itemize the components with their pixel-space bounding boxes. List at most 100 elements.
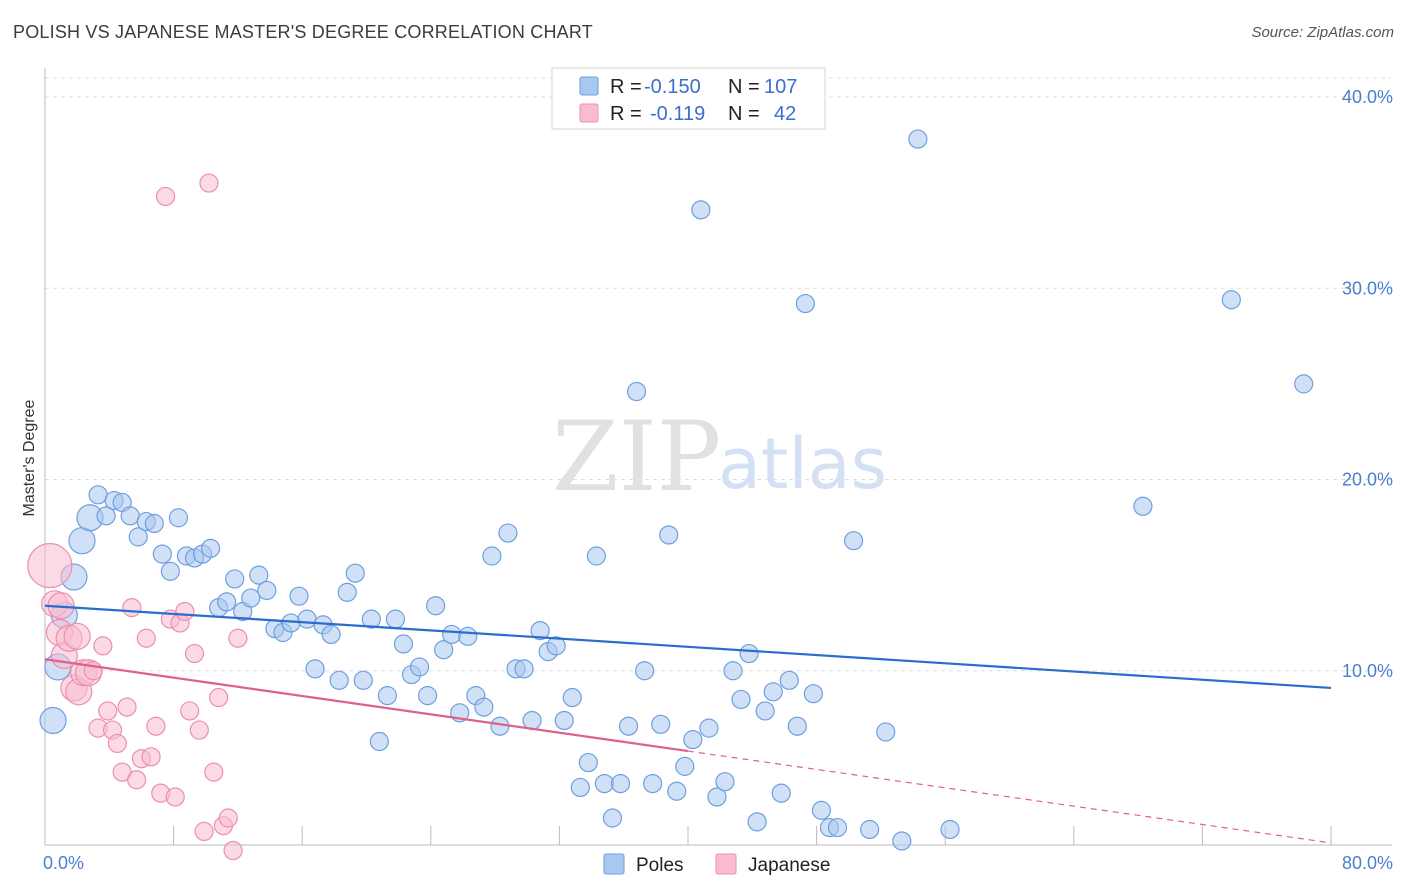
poles-point-71 <box>610 773 631 794</box>
poles-point-50 <box>442 624 462 645</box>
poles-point-66 <box>570 777 590 798</box>
legend-n-label-japanese: N = <box>728 103 760 125</box>
poles-point-89 <box>755 701 775 721</box>
poles-point-49 <box>434 640 454 660</box>
poles-point-0 <box>39 706 67 735</box>
japanese-point-35 <box>209 687 229 708</box>
poles-point-80 <box>683 729 703 750</box>
bottom-legend-swatch-japanese <box>715 853 737 875</box>
poles-point-79 <box>675 756 695 776</box>
poles-point-86 <box>731 689 751 710</box>
japanese-point-12 <box>98 701 118 721</box>
poles-point-98 <box>827 817 848 838</box>
japanese-point-41 <box>63 622 91 650</box>
poles-point-83 <box>707 787 727 807</box>
bottom-legend-label-poles: Poles <box>636 855 684 876</box>
japanese-point-21 <box>141 747 161 767</box>
x-tick-label-80: 80.0% <box>1342 853 1393 873</box>
poles-point-102 <box>892 831 912 851</box>
japanese-point-20 <box>136 628 156 648</box>
poles-point-27 <box>257 580 277 601</box>
legend-r-label-japanese: R = <box>610 103 642 125</box>
poles-point-87 <box>739 643 759 664</box>
legend-r-value-poles: -0.150 <box>644 76 701 98</box>
poles-point-99 <box>843 531 864 551</box>
japanese-trend-line <box>44 658 689 753</box>
poles-point-15 <box>160 561 180 581</box>
y-tick-label-30: 30.0% <box>1342 278 1393 298</box>
poles-point-106 <box>1294 374 1314 394</box>
poles-point-91 <box>771 783 791 803</box>
poles-point-55 <box>482 546 502 566</box>
watermark-zip: ZIP <box>552 401 721 513</box>
japanese-point-16 <box>117 697 137 717</box>
poles-point-10 <box>120 506 140 526</box>
poles-point-36 <box>329 670 349 690</box>
poles-point-105 <box>1133 496 1153 516</box>
poles-point-22 <box>217 592 237 612</box>
japanese-point-37 <box>218 808 238 828</box>
japanese-points <box>27 173 248 861</box>
poles-point-37 <box>337 582 357 602</box>
poles-point-76 <box>651 714 671 734</box>
japanese-point-33 <box>199 173 219 193</box>
poles-point-78 <box>667 781 687 801</box>
poles-point-31 <box>289 586 309 606</box>
poles-point-20 <box>200 538 221 558</box>
poles-point-92 <box>779 670 799 690</box>
japanese-trend-extension <box>687 750 1332 844</box>
poles-trend-line <box>44 604 1332 690</box>
legend: R = -0.150 N = 107 R = -0.119 N = 42 <box>551 67 826 130</box>
poles-point-44 <box>393 634 414 654</box>
poles-point-93 <box>787 716 807 736</box>
legend-n-label-poles: N = <box>728 76 760 98</box>
legend-n-value-japanese: 42 <box>774 103 796 125</box>
japanese-point-39 <box>228 628 248 648</box>
poles-point-85 <box>723 661 743 681</box>
y-tick-label-40: 40.0% <box>1342 87 1393 107</box>
japanese-point-38 <box>223 840 243 861</box>
trend-lines <box>44 604 1332 844</box>
legend-swatch-japanese <box>579 103 599 123</box>
y-axis-label: Master's Degree <box>21 399 38 516</box>
poles-point-107 <box>1221 290 1241 310</box>
poles-point-72 <box>618 716 639 736</box>
chart-title: POLISH VS JAPANESE MASTER'S DEGREE CORRE… <box>13 22 593 42</box>
poles-point-38 <box>345 563 365 583</box>
japanese-point-30 <box>184 643 205 664</box>
bottom-legend-swatch-poles <box>603 853 625 875</box>
x-tick-label-0: 0.0% <box>43 853 84 873</box>
poles-point-94 <box>795 293 815 314</box>
y-tick-label-10: 10.0% <box>1342 661 1393 681</box>
poles-point-70 <box>602 808 623 828</box>
poles-point-64 <box>554 710 574 731</box>
poles-point-25 <box>241 588 261 608</box>
poles-point-84 <box>715 772 735 792</box>
poles-point-46 <box>409 657 430 677</box>
poles-point-6 <box>88 485 108 505</box>
japanese-point-11 <box>93 636 113 656</box>
poles-point-40 <box>361 609 381 629</box>
poles-point-104 <box>940 819 960 840</box>
japanese-point-18 <box>127 770 147 790</box>
japanese-point-28 <box>175 601 195 622</box>
poles-point-81 <box>691 200 711 220</box>
poles-point-90 <box>763 682 783 702</box>
japanese-point-14 <box>107 733 127 754</box>
poles-point-13 <box>144 513 164 534</box>
poles-point-35 <box>321 624 341 645</box>
japanese-point-24 <box>155 186 176 207</box>
poles-point-4 <box>68 527 96 555</box>
poles-point-59 <box>514 659 534 679</box>
legend-swatch-poles <box>579 76 599 96</box>
poles-point-47 <box>417 686 438 706</box>
bottom-legend: Poles Japanese <box>603 853 830 876</box>
poles-point-69 <box>594 773 615 794</box>
poles-point-57 <box>498 523 518 543</box>
poles-point-43 <box>385 609 406 629</box>
tick-labels: 10.0% 20.0% 30.0% 40.0% 0.0% 80.0% <box>43 87 1393 873</box>
grid-lines <box>45 77 1391 672</box>
watermark-atlas: atlas <box>718 423 887 505</box>
poles-point-101 <box>876 722 896 742</box>
